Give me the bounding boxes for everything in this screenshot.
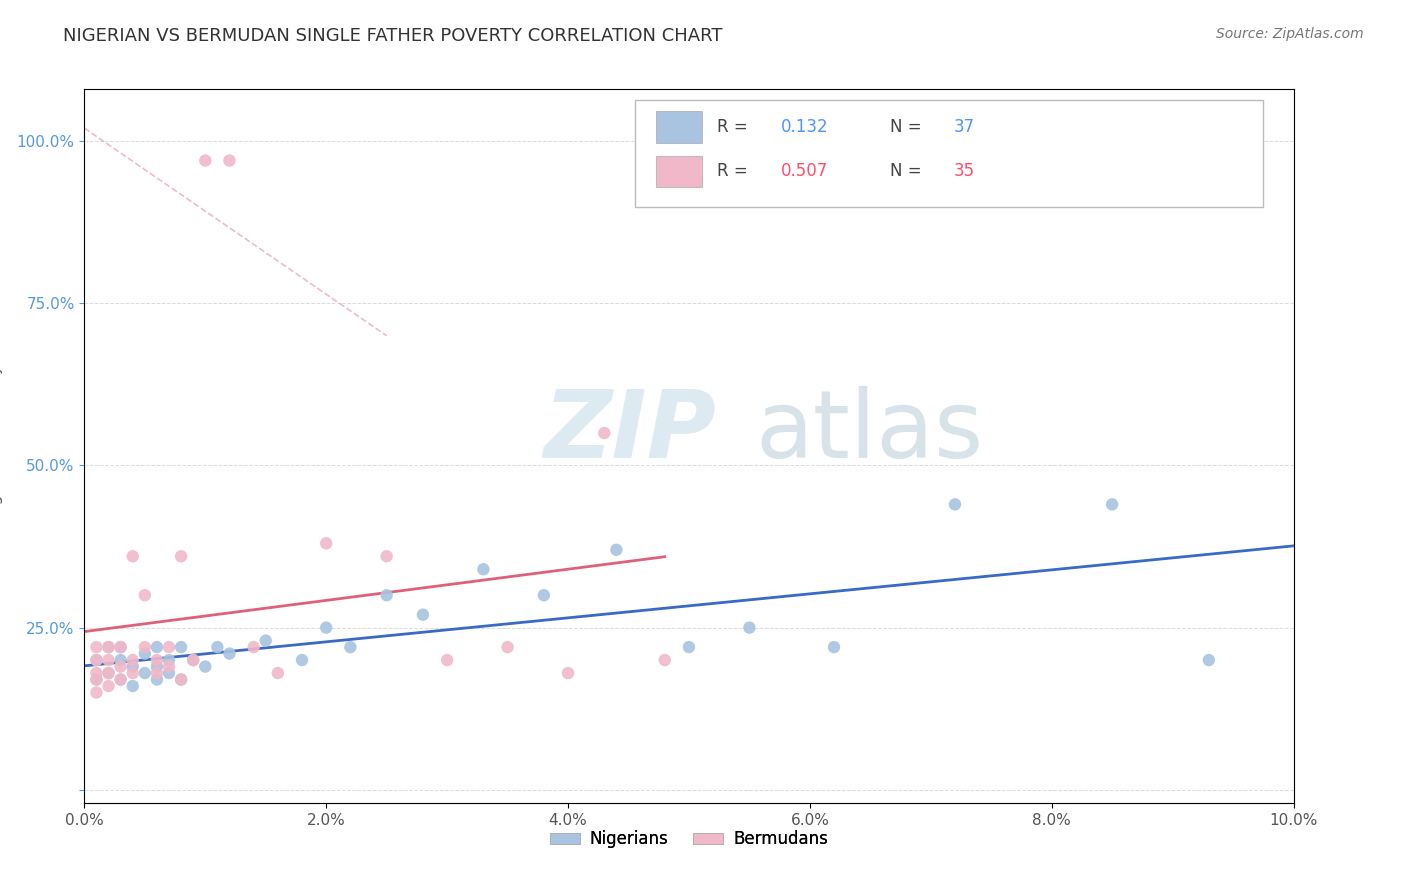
Point [218,647,240,661]
Point [170,673,193,687]
Point [86,640,108,654]
Point [157,666,180,681]
Text: 0.507: 0.507 [780,162,828,180]
Point [121,659,143,673]
Point [146,673,169,687]
Point [436,653,458,667]
Point [86,673,108,687]
Text: R =: R = [717,162,752,180]
Point [157,640,180,654]
Point [110,640,132,654]
Point [97,666,120,681]
Point [170,549,193,564]
Text: 35: 35 [953,162,974,180]
Point [823,640,845,654]
Text: 0.132: 0.132 [780,118,828,136]
Point [157,659,180,673]
Point [738,621,761,635]
FancyBboxPatch shape [657,112,702,143]
Point [110,653,132,667]
Point [146,666,169,681]
Point [134,640,156,654]
Point [496,640,519,654]
Point [339,640,361,654]
Point [315,536,337,550]
Point [97,653,120,667]
Point [1101,497,1123,511]
Point [375,549,398,564]
Point [146,659,169,673]
Y-axis label: Single Father Poverty: Single Father Poverty [0,365,3,527]
Text: atlas: atlas [755,385,984,478]
Point [943,497,966,511]
Point [412,607,434,622]
Point [121,653,143,667]
Point [593,425,616,440]
Point [207,640,229,654]
Point [557,666,579,681]
FancyBboxPatch shape [634,100,1264,207]
Point [121,666,143,681]
Point [97,640,120,654]
Point [181,653,204,667]
Point [181,653,204,667]
FancyBboxPatch shape [657,155,702,187]
Point [146,640,169,654]
Point [194,153,217,168]
Point [654,653,676,667]
Point [375,588,398,602]
Point [134,588,156,602]
Text: Source: ZipAtlas.com: Source: ZipAtlas.com [1216,27,1364,41]
Text: ZIP: ZIP [544,385,717,478]
Point [86,653,108,667]
Point [218,153,240,168]
Text: NIGERIAN VS BERMUDAN SINGLE FATHER POVERTY CORRELATION CHART: NIGERIAN VS BERMUDAN SINGLE FATHER POVER… [63,27,723,45]
Point [86,666,108,681]
Point [291,653,314,667]
Point [242,640,264,654]
Point [86,673,108,687]
Point [254,633,277,648]
Point [134,666,156,681]
Point [472,562,495,576]
Point [267,666,290,681]
Point [170,673,193,687]
Point [110,673,132,687]
Point [315,621,337,635]
Point [134,647,156,661]
Point [121,679,143,693]
Text: 37: 37 [953,118,974,136]
Point [605,542,627,557]
Point [146,653,169,667]
Point [533,588,555,602]
Point [121,549,143,564]
Point [157,653,180,667]
Point [97,640,120,654]
Point [86,653,108,667]
Point [97,666,120,681]
Text: N =: N = [890,118,927,136]
Point [97,679,120,693]
Point [194,659,217,673]
Point [1198,653,1220,667]
Legend: Nigerians, Bermudans: Nigerians, Bermudans [543,824,835,855]
Point [110,640,132,654]
Point [110,659,132,673]
Point [678,640,700,654]
Text: N =: N = [890,162,927,180]
Point [170,640,193,654]
Point [110,673,132,687]
Text: R =: R = [717,118,752,136]
Point [86,685,108,699]
